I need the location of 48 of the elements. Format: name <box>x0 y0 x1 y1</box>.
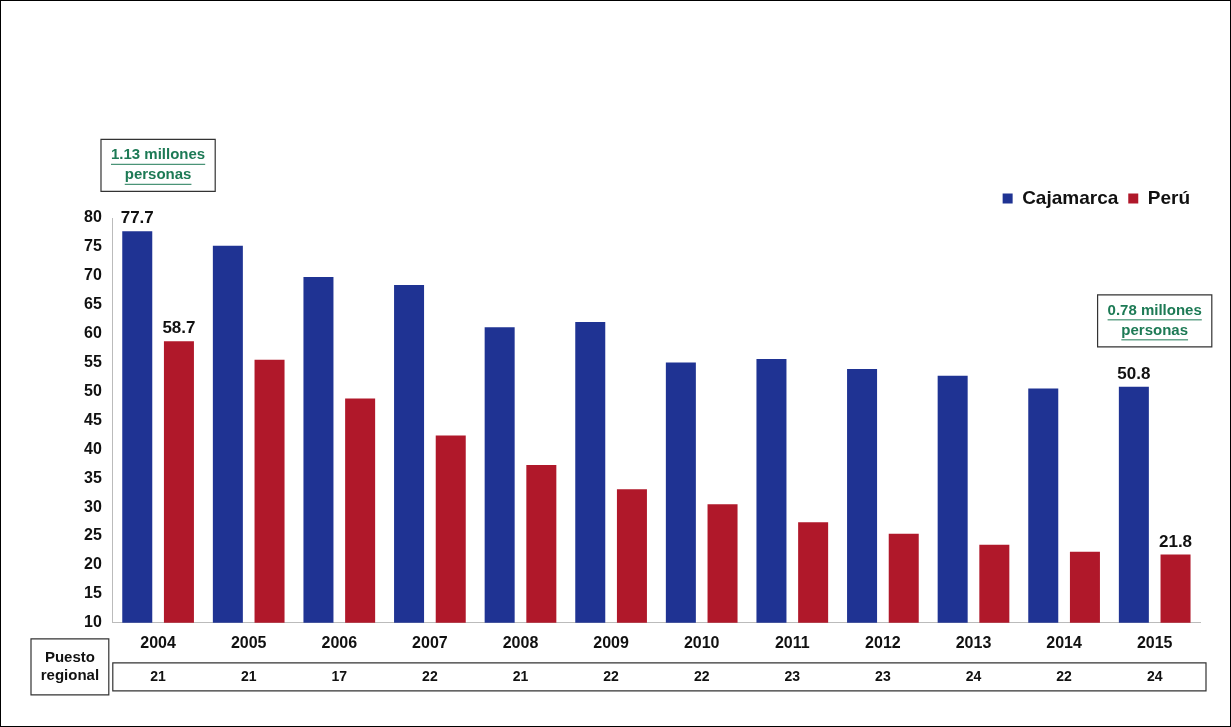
x-tick-label: 2004 <box>140 633 176 651</box>
x-tick-label: 2007 <box>412 633 448 651</box>
data-label: 21.8 <box>1158 531 1193 551</box>
y-tick-label: 30 <box>84 497 102 515</box>
text: 24 <box>965 667 982 684</box>
y-tick-label: 25 <box>84 526 102 544</box>
x-tick-label: 2015 <box>1136 633 1173 651</box>
y-tick-label: 50 <box>84 381 102 399</box>
y-tick-label: 20 <box>84 555 102 573</box>
text: Puesto regional <box>40 647 100 683</box>
legend-label: Perú <box>1147 186 1191 208</box>
x-tick-label: 2005 <box>230 633 267 651</box>
text: 23 <box>784 667 801 684</box>
y-tick-label: 45 <box>84 410 102 428</box>
legend-label: Cajamarca <box>1022 186 1119 208</box>
y-tick-label: 35 <box>84 468 102 486</box>
y-tick-label: 65 <box>84 295 102 313</box>
x-tick-label: 2014 <box>1046 633 1082 651</box>
y-tick-label: 75 <box>84 237 102 255</box>
x-tick-label: 2006 <box>321 633 358 651</box>
text: 22 <box>422 667 438 684</box>
x-tick-label: 2009 <box>593 633 629 651</box>
data-label: 58.7 <box>162 318 196 338</box>
text: 21 <box>512 667 529 684</box>
x-tick-label: 2011 <box>774 633 810 651</box>
y-tick-label: 40 <box>84 439 102 457</box>
x-tick-label: 2008 <box>502 633 539 651</box>
text: 22 <box>1056 667 1073 684</box>
data-label: 77.7 <box>120 208 154 228</box>
text: 1.13 millones personas <box>110 145 206 183</box>
text: 22 <box>603 667 620 684</box>
x-tick-label: 2013 <box>955 633 992 651</box>
y-tick-label: 70 <box>84 266 102 284</box>
y-tick-label: 10 <box>84 613 102 631</box>
x-tick-label: 2010 <box>683 633 720 651</box>
text: 24 <box>1146 667 1163 684</box>
y-tick-label: 55 <box>84 352 102 370</box>
text: 23 <box>875 667 891 684</box>
y-tick-label: 15 <box>84 584 102 602</box>
text: 17 <box>331 667 348 684</box>
x-tick-label: 2012 <box>865 633 901 651</box>
y-tick-label: 60 <box>84 324 102 342</box>
y-tick-label: 80 <box>84 208 102 226</box>
data-label: 50.8 <box>1117 364 1151 384</box>
text: 21 <box>150 667 167 684</box>
annotation: 0.78 millones personas <box>1107 301 1202 338</box>
text: 22 <box>693 667 710 684</box>
text: 21 <box>240 667 257 684</box>
